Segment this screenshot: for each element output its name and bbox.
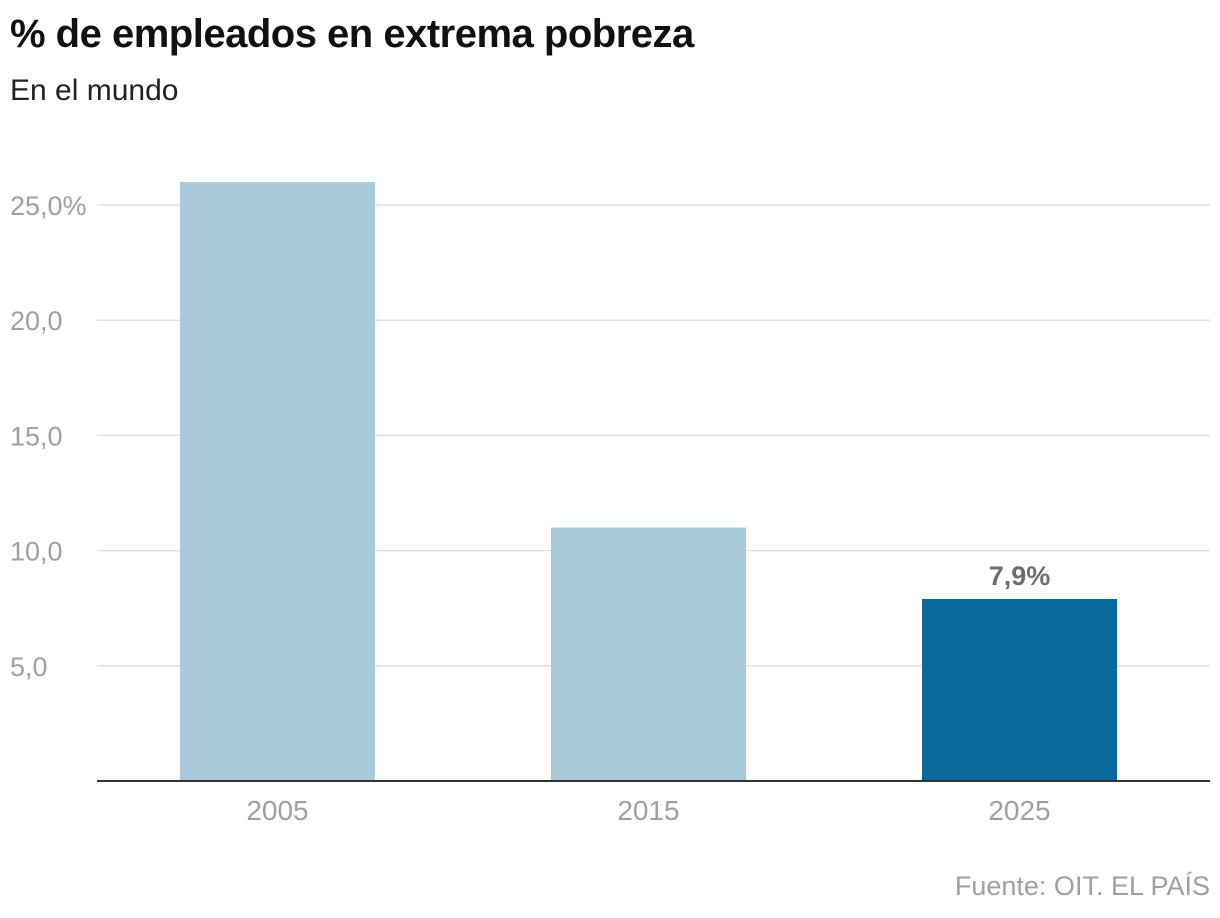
chart-title: % de empleados en extrema pobreza [10, 12, 694, 56]
x-tick-label: 2015 [617, 795, 679, 826]
source-note: Fuente: OIT. EL PAÍS [954, 871, 1210, 901]
data-label: 7,9% [989, 561, 1051, 591]
x-tick-label: 2025 [988, 795, 1050, 826]
y-tick-label: 5,0 [10, 652, 48, 682]
x-tick-label: 2005 [246, 795, 308, 826]
y-tick-label: 15,0 [10, 421, 63, 451]
bar [551, 527, 746, 781]
bar [922, 598, 1117, 781]
bar [180, 182, 375, 781]
y-tick-label: 10,0 [10, 537, 63, 567]
y-tick-label: 25,0% [10, 191, 87, 221]
chart-subtitle: En el mundo [10, 74, 179, 107]
y-tick-label: 20,0 [10, 306, 63, 336]
